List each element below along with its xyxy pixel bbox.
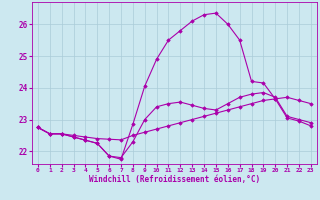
X-axis label: Windchill (Refroidissement éolien,°C): Windchill (Refroidissement éolien,°C): [89, 175, 260, 184]
